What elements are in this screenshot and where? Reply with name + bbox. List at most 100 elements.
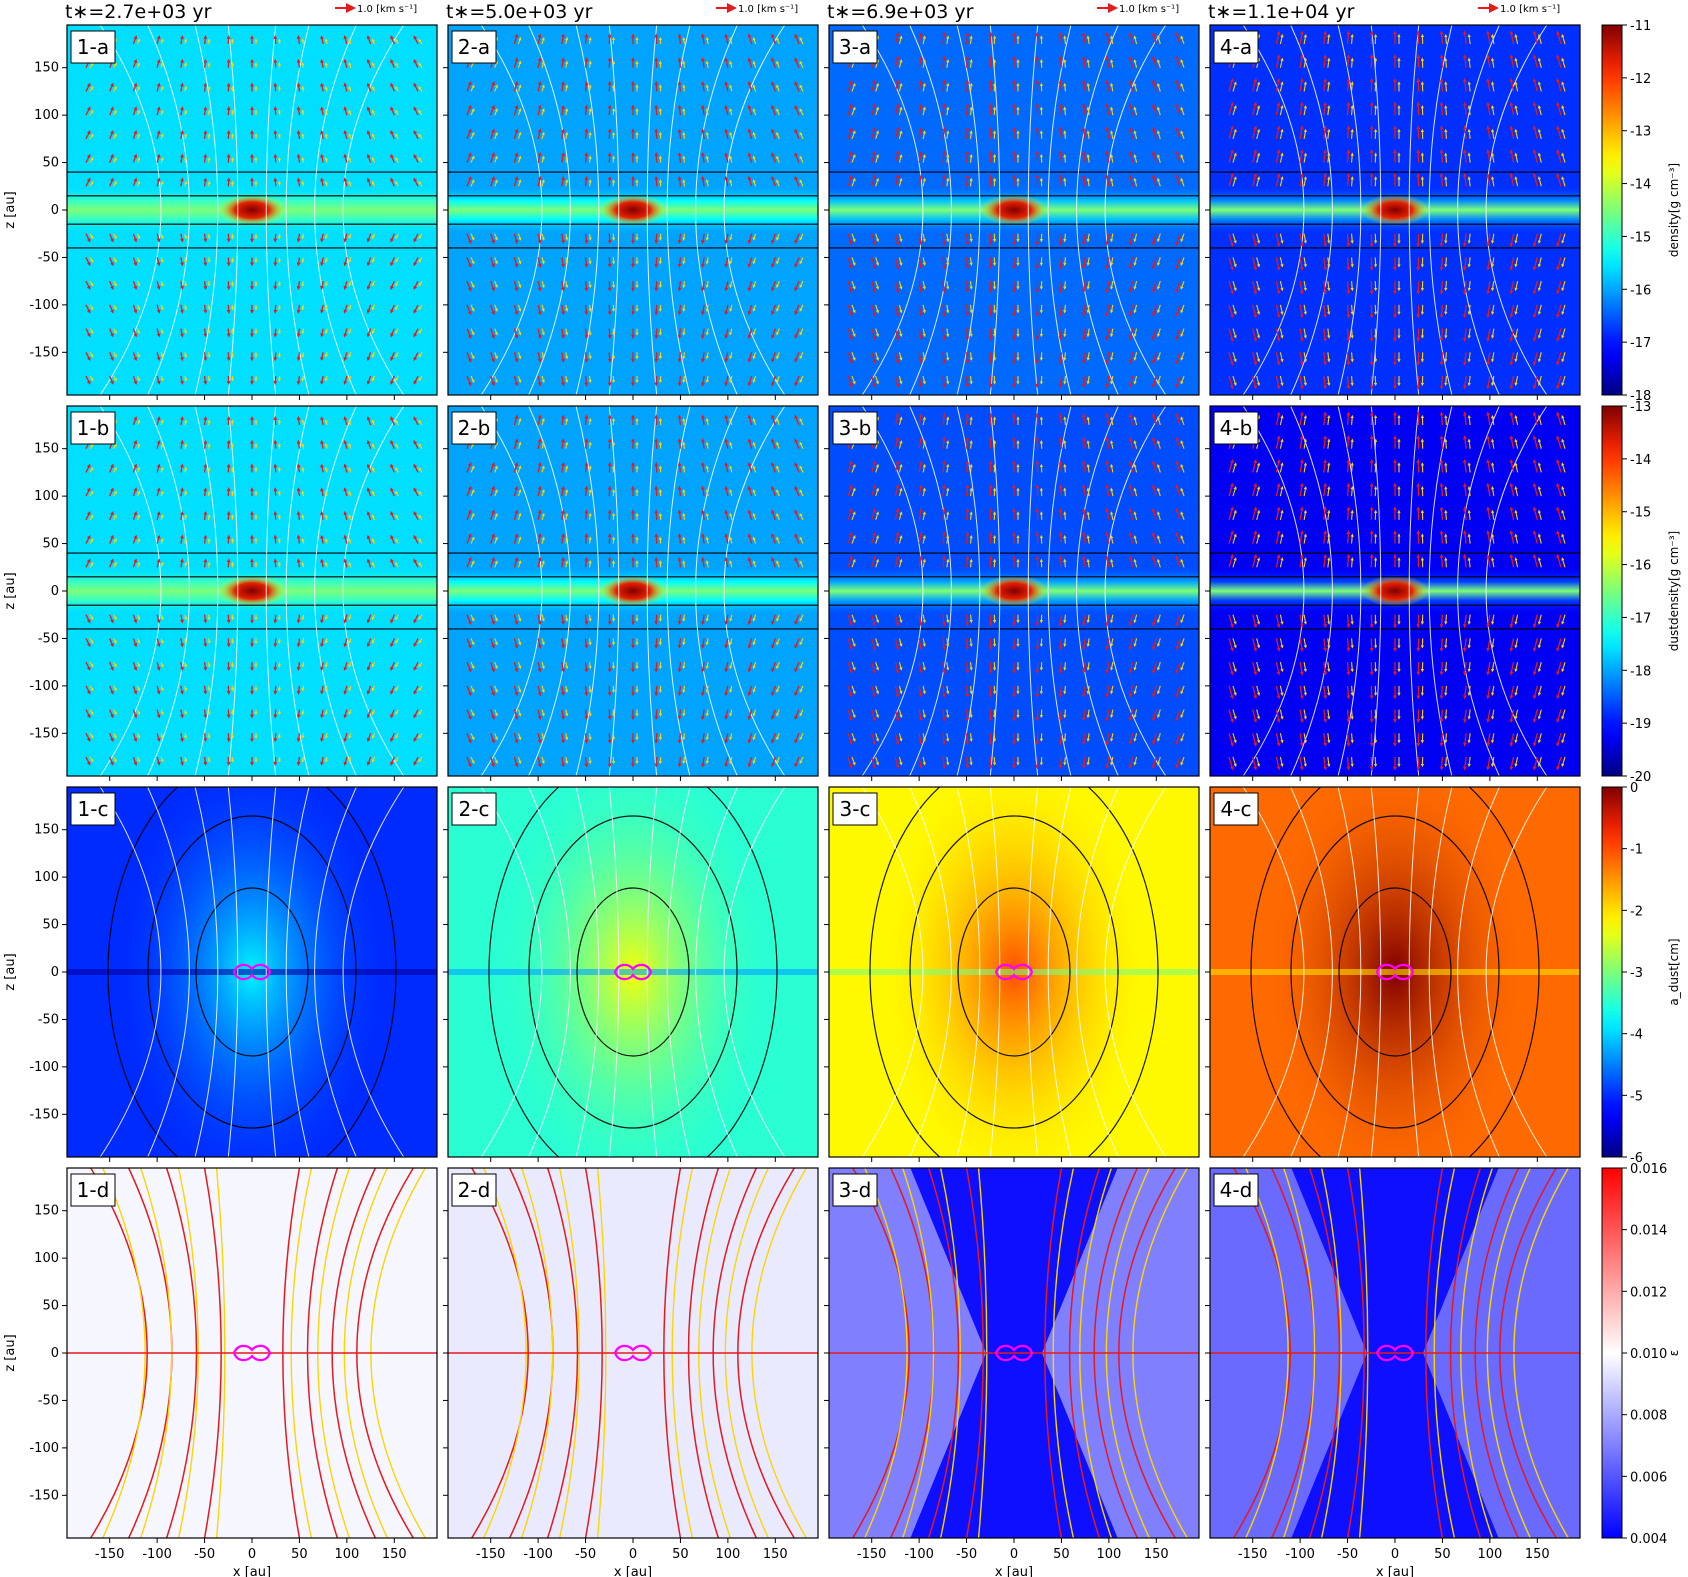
gas-velocity-vector [466,280,472,292]
gas-velocity-vector [607,485,612,497]
colorbar-ramp [1601,786,1623,1158]
dust-velocity-vector [301,709,305,716]
gas-velocity-vector [1416,101,1421,116]
central-core [599,194,667,226]
dust-velocity-vector [1444,328,1448,339]
gas-velocity-vector [180,58,184,68]
gas-velocity-vector [85,233,91,243]
x-tick-label: 100 [334,1547,359,1562]
gas-velocity-vector [132,352,138,362]
gas-velocity-vector [226,375,231,385]
dust-velocity-vector [969,756,973,766]
gas-velocity-vector [988,460,993,473]
colorbar-tick-label: -16 [1630,283,1651,298]
dust-velocity-vector [395,233,399,240]
dust-velocity-vector [517,280,522,289]
field-line [646,25,658,395]
gas-velocity-vector [273,614,278,624]
dust-velocity-vector [1350,709,1354,720]
dust-velocity-vector [207,419,211,426]
dust-velocity-vector [395,157,399,163]
gas-velocity-vector [1416,257,1421,271]
field-line [147,25,190,395]
gas-velocity-vector [490,280,495,292]
dust-velocity-vector [1063,233,1067,243]
dust-velocity-vector [470,108,475,116]
dust-velocity-vector [136,85,141,92]
gas-velocity-vector [273,733,278,743]
gas-velocity-vector [607,352,612,363]
gas-velocity-vector [513,280,519,292]
gas-velocity-vector [1035,103,1040,116]
gas-velocity-vector [1369,733,1374,747]
dust-velocity-vector [1444,233,1448,244]
gas-velocity-vector [607,375,612,387]
dust-velocity-vector [969,177,973,187]
gas-velocity-vector [513,352,519,363]
dust-velocity-vector [517,233,522,241]
gas-velocity-vector [132,257,138,267]
panel-4-c: 4-c [1205,786,1581,1162]
gas-velocity-vector [180,352,184,362]
y-tick-label: 0 [51,1346,59,1361]
gas-velocity-vector [654,328,659,340]
gas-velocity-vector [1416,553,1421,568]
dust-velocity-vector [371,38,376,45]
dust-velocity-vector [969,511,973,520]
gas-velocity-vector [273,558,278,568]
dust-velocity-vector [301,537,305,544]
dust-velocity-vector [301,733,305,739]
dust-velocity-vector [1444,257,1448,268]
y-tick-label: -50 [38,1393,59,1408]
colorbar-tick-label: -4 [1630,1028,1643,1043]
dust-velocity-vector [324,281,329,287]
dust-velocity-vector [470,352,475,360]
gas-velocity-vector [654,614,659,626]
dust-velocity-vector [1350,152,1354,163]
column-titles: t∗=2.7e+03 yr 1.0 [km s⁻¹] t∗=5.0e+03 yr 1.… [65,1,1560,23]
gas-velocity-vector [988,328,993,341]
gas-velocity-vector [226,685,231,695]
dust-velocity-vector [207,685,211,692]
dust-velocity-vector [588,662,592,670]
gas-velocity-vector [654,461,659,473]
dust-velocity-vector [324,257,329,264]
gas-velocity-vector [226,510,231,520]
panel-3-d: 3-d -150 -100 -50 0 50 100 150 x [au] [824,1167,1200,1577]
column-title: t∗=5.0e+03 yr 1.0 [km s⁻¹] [446,1,798,23]
gas-velocity-vector [273,487,278,497]
dust-velocity-vector [89,86,94,92]
gas-velocity-vector [273,534,278,544]
dust-velocity-vector [348,109,352,116]
gas-velocity-vector [490,328,495,339]
column-time-label: t∗=5.0e+03 yr [446,1,593,23]
dust-velocity-vector [588,560,592,568]
dust-velocity-vector [301,328,305,335]
dust-velocity-vector [588,304,592,313]
x-tick-label: 50 [1434,1547,1451,1562]
dust-velocity-vector [1350,462,1354,473]
dust-velocity-vector [682,352,686,360]
panel-4-b: 4-b [1205,405,1581,781]
gas-velocity-vector [1416,304,1421,319]
dust-velocity-vector [682,685,686,694]
y-tick-label: -150 [29,345,59,360]
dust-velocity-vector [1350,57,1354,68]
gas-velocity-vector [156,280,161,291]
gas-velocity-vector [654,533,659,544]
gas-velocity-vector [988,103,993,116]
gas-velocity-vector [226,304,231,314]
dust-velocity-vector [1063,304,1067,314]
gas-velocity-vector [1035,281,1040,294]
gas-velocity-vector [607,438,612,449]
gas-velocity-vector [988,733,993,746]
dust-velocity-vector [588,512,592,520]
gas-velocity-vector [607,152,612,163]
dust-velocity-vector [324,156,329,163]
gas-velocity-vector [180,328,184,338]
dust-velocity-vector [160,257,164,263]
dust-velocity-vector [348,375,352,382]
gas-velocity-vector [296,35,301,45]
dust-velocity-vector [395,328,399,335]
